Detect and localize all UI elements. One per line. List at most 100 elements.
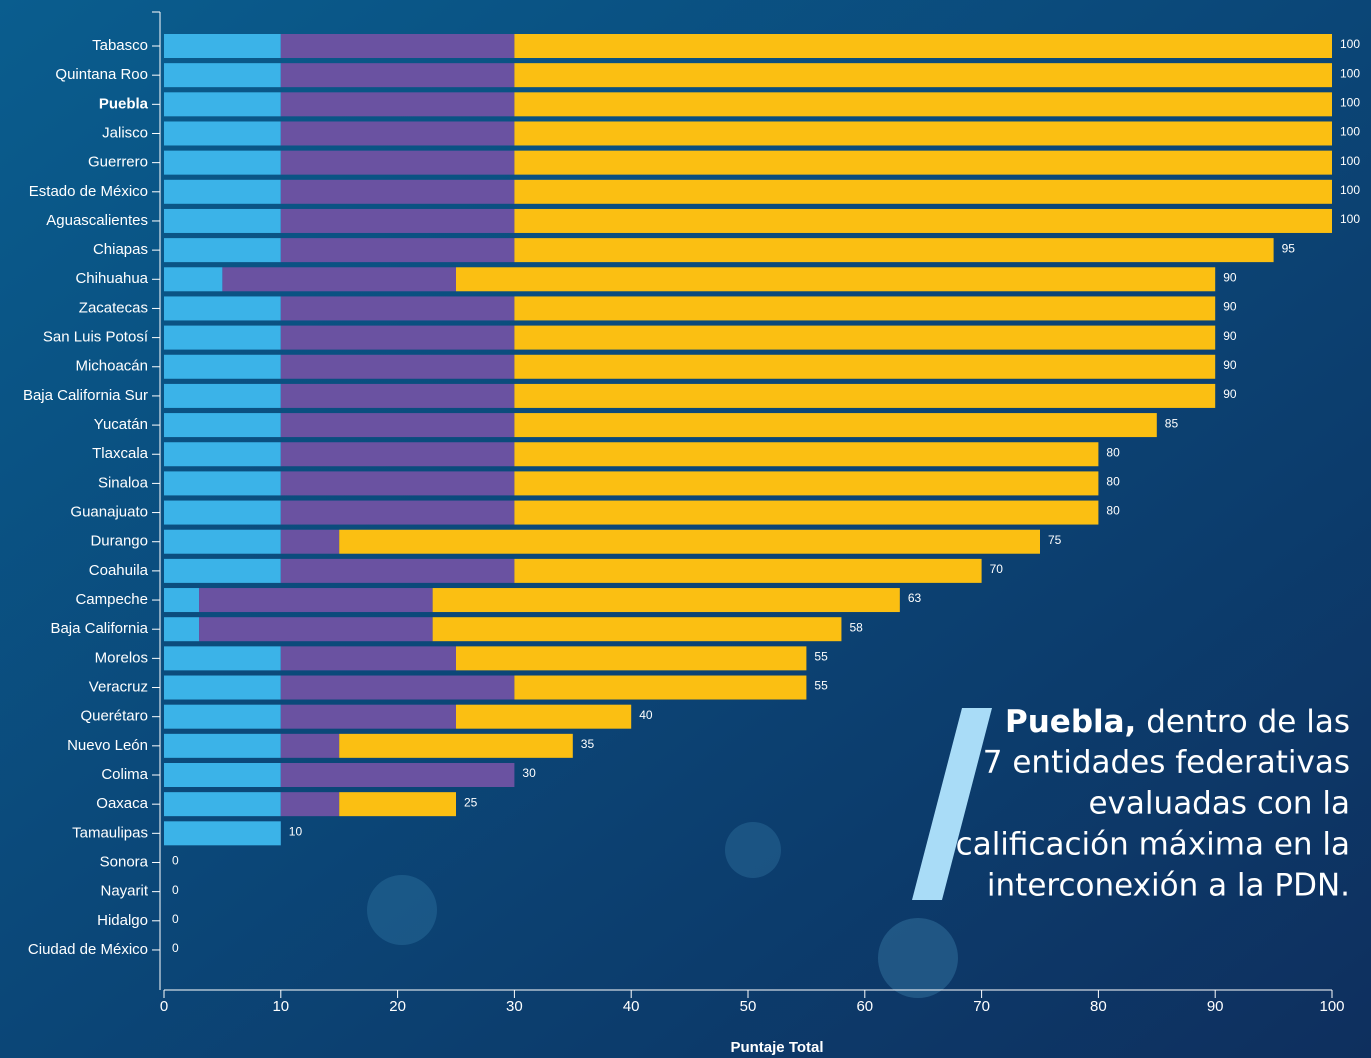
y-tick-label: Nuevo León bbox=[67, 737, 148, 754]
value-label: 100 bbox=[1340, 183, 1360, 197]
bar-segment bbox=[164, 792, 281, 816]
bar-segment bbox=[339, 734, 573, 758]
y-tick-label: Durango bbox=[90, 533, 148, 550]
bar-segment bbox=[514, 34, 1332, 58]
bar-segment bbox=[514, 471, 1098, 495]
bar-segment bbox=[164, 63, 281, 87]
y-tick-label: Colima bbox=[101, 766, 148, 783]
x-tick-label: 80 bbox=[1090, 998, 1107, 1015]
bar-segment bbox=[281, 705, 456, 729]
bar-segment bbox=[281, 413, 515, 437]
bar-segment bbox=[281, 92, 515, 116]
bar-segment bbox=[281, 646, 456, 670]
y-tick-label: Aguascalientes bbox=[46, 212, 148, 229]
value-label: 80 bbox=[1106, 445, 1120, 459]
value-label: 100 bbox=[1340, 212, 1360, 226]
value-label: 80 bbox=[1106, 504, 1120, 518]
value-label: 100 bbox=[1340, 154, 1360, 168]
bar-segment bbox=[514, 676, 806, 700]
y-tick-label: Chihuahua bbox=[75, 270, 148, 287]
bar-segment bbox=[164, 471, 281, 495]
bar-segment bbox=[199, 588, 433, 612]
value-label: 100 bbox=[1340, 37, 1360, 51]
value-label: 63 bbox=[908, 591, 922, 605]
annotation: Puebla, dentro de las bbox=[1005, 704, 1350, 740]
bar-segment bbox=[164, 763, 281, 787]
bar-segment bbox=[164, 151, 281, 175]
bar-segment bbox=[164, 705, 281, 729]
y-tick-label: Sonora bbox=[100, 853, 149, 870]
bar-segment bbox=[164, 267, 222, 291]
bar-segment bbox=[514, 326, 1215, 350]
bar-segment bbox=[281, 34, 515, 58]
bar-segment bbox=[222, 267, 456, 291]
bar-segment bbox=[164, 180, 281, 204]
value-label: 0 bbox=[172, 883, 179, 897]
bar-segment bbox=[164, 501, 281, 525]
bar-segment bbox=[281, 559, 515, 583]
bar-segment bbox=[281, 121, 515, 145]
bar-segment bbox=[514, 559, 981, 583]
y-tick-label: Zacatecas bbox=[79, 299, 148, 316]
bar-segment bbox=[164, 821, 281, 845]
bar-segment bbox=[514, 92, 1332, 116]
annotation-line: interconexión a la PDN. bbox=[987, 868, 1350, 904]
bar-segment bbox=[281, 180, 515, 204]
bar-segment bbox=[164, 384, 281, 408]
value-label: 40 bbox=[639, 708, 653, 722]
bar-segment bbox=[164, 34, 281, 58]
y-tick-label: Coahuila bbox=[89, 562, 149, 579]
bar-segment bbox=[281, 501, 515, 525]
value-label: 55 bbox=[814, 679, 828, 693]
y-tick-label: Hidalgo bbox=[97, 912, 148, 929]
bar-segment bbox=[514, 209, 1332, 233]
bar-segment bbox=[164, 355, 281, 379]
y-tick-label: Quintana Roo bbox=[55, 66, 148, 83]
bar-segment bbox=[281, 763, 515, 787]
y-tick-label: Puebla bbox=[99, 95, 149, 112]
y-tick-label: Jalisco bbox=[102, 124, 148, 141]
bar-segment bbox=[514, 501, 1098, 525]
x-tick-label: 90 bbox=[1207, 998, 1224, 1015]
bar-segment bbox=[164, 209, 281, 233]
y-tick-label: Ciudad de México bbox=[28, 941, 148, 958]
value-label: 0 bbox=[172, 941, 179, 955]
value-label: 55 bbox=[814, 650, 828, 664]
y-tick-label: Querétaro bbox=[80, 708, 148, 725]
annotation-line: evaluadas con la bbox=[1089, 786, 1350, 822]
x-tick-label: 100 bbox=[1319, 998, 1344, 1015]
bar-segment bbox=[164, 121, 281, 145]
value-label: 0 bbox=[172, 854, 179, 868]
bar-segment bbox=[514, 384, 1215, 408]
value-label: 25 bbox=[464, 795, 478, 809]
bar-segment bbox=[281, 792, 339, 816]
value-label: 70 bbox=[990, 562, 1004, 576]
y-tick-label: Michoacán bbox=[75, 358, 148, 375]
y-tick-label: Baja California Sur bbox=[23, 387, 148, 404]
bar-segment bbox=[281, 530, 339, 554]
bar-segment bbox=[164, 676, 281, 700]
decor bbox=[725, 822, 781, 878]
y-tick-label: Campeche bbox=[75, 591, 148, 608]
bar-segment bbox=[164, 92, 281, 116]
x-tick-label: 50 bbox=[740, 998, 757, 1015]
y-tick-label: Yucatán bbox=[94, 416, 148, 433]
chart: Puebla, dentro de las Puntaje Total 0102… bbox=[0, 0, 1371, 1058]
x-tick-label: 20 bbox=[389, 998, 406, 1015]
bar-segment bbox=[281, 151, 515, 175]
value-label: 75 bbox=[1048, 533, 1062, 547]
annotation-bold: Puebla, bbox=[1005, 704, 1136, 740]
value-label: 30 bbox=[522, 766, 536, 780]
bar-segment bbox=[281, 442, 515, 466]
value-label: 100 bbox=[1340, 66, 1360, 80]
bar-segment bbox=[164, 617, 199, 641]
value-label: 0 bbox=[172, 912, 179, 926]
value-label: 100 bbox=[1340, 125, 1360, 139]
x-tick-label: 10 bbox=[272, 998, 289, 1015]
bar-segment bbox=[514, 180, 1332, 204]
bar-segment bbox=[514, 63, 1332, 87]
bar-segment bbox=[281, 209, 515, 233]
y-tick-label: Tamaulipas bbox=[72, 824, 148, 841]
value-label: 90 bbox=[1223, 270, 1237, 284]
bar-segment bbox=[281, 355, 515, 379]
